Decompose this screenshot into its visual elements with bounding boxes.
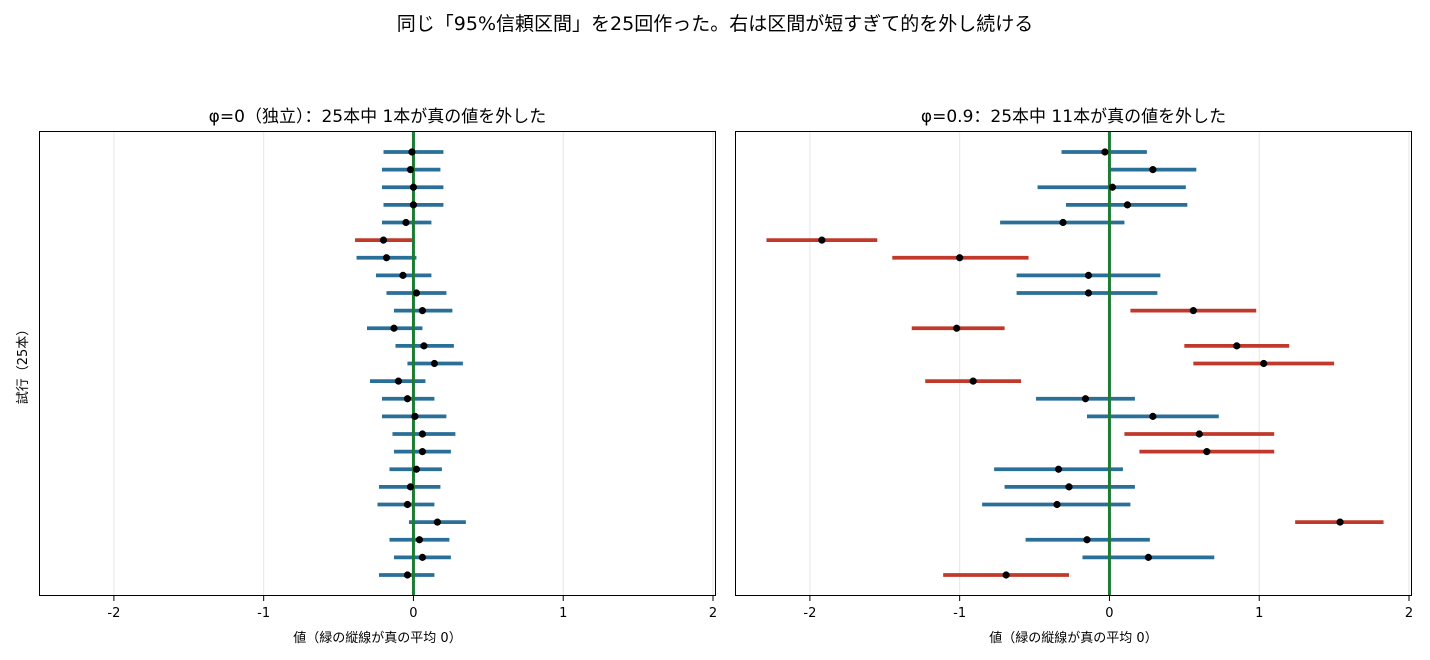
x-tick-label: 2 xyxy=(1405,606,1413,621)
point-estimate xyxy=(390,324,398,332)
point-estimate xyxy=(1108,183,1117,191)
point-estimate xyxy=(412,465,421,473)
point-estimate xyxy=(1260,359,1268,368)
point-estimate xyxy=(418,448,427,456)
point-estimate xyxy=(382,254,391,262)
point-estimate xyxy=(1084,271,1093,279)
point-estimate xyxy=(1203,448,1211,456)
panel-title: φ=0（独立）：25本中 1本が真の値を外した xyxy=(209,107,547,127)
x-tick-label: -2 xyxy=(803,606,816,621)
right-panel: -2 -1 0 1 2 φ=0.9：25本中 11本が真の値を外した値（緑の縦線が真の平均… xyxy=(735,107,1413,646)
point-estimate xyxy=(1059,218,1067,227)
point-estimate xyxy=(418,553,427,561)
x-axis-label: 値（緑の縦線が真の平均 0） xyxy=(293,630,461,646)
point-estimate xyxy=(969,377,977,385)
x-tick-label: -2 xyxy=(107,606,120,621)
point-estimate xyxy=(430,359,439,368)
x-axis-label: 値（緑の縦線が真の平均 0） xyxy=(989,630,1157,646)
point-estimate xyxy=(403,395,412,403)
point-estimate xyxy=(1083,536,1091,544)
point-estimate xyxy=(1336,518,1344,526)
x-tick-label: -1 xyxy=(257,606,270,621)
point-estimate xyxy=(1233,342,1241,350)
point-estimate xyxy=(412,289,421,297)
point-estimate xyxy=(818,236,826,244)
x-tick-label: 0 xyxy=(1105,606,1113,621)
point-estimate xyxy=(379,236,388,244)
point-estimate xyxy=(403,500,412,509)
panel-title: φ=0.9：25本中 11本が真の値を外した xyxy=(921,107,1226,127)
point-estimate xyxy=(953,324,961,332)
point-estimate xyxy=(415,536,424,544)
point-estimate xyxy=(1189,307,1197,315)
point-estimate xyxy=(1081,395,1090,403)
point-estimate xyxy=(1084,289,1093,297)
point-estimate xyxy=(956,254,964,262)
point-estimate xyxy=(411,412,419,420)
figure-title: 同じ「95%信頼区間」を25回作った。右は区間が短すぎて的を外し続ける xyxy=(396,13,1034,35)
point-estimate xyxy=(408,148,416,156)
point-estimate xyxy=(1054,465,1063,473)
x-tick-label: 1 xyxy=(1255,606,1263,621)
point-estimate xyxy=(1053,500,1061,509)
point-estimate xyxy=(1195,430,1203,438)
plot-frame xyxy=(735,131,1412,596)
x-tick-label: 0 xyxy=(409,606,417,621)
point-estimate xyxy=(1149,412,1157,420)
point-estimate xyxy=(420,342,428,350)
point-estimate xyxy=(1149,166,1157,174)
point-estimate xyxy=(433,518,442,526)
point-estimate xyxy=(1144,553,1152,561)
point-estimate xyxy=(418,430,427,438)
left-panel: -2 -1 0 1 2 φ=0（独立）：25本中 1本が真の値を外した値（緑の縦線が真の平… xyxy=(15,107,717,646)
point-estimate xyxy=(1123,201,1132,209)
point-estimate xyxy=(1002,571,1010,579)
point-estimate xyxy=(406,483,415,491)
x-tick-label: -1 xyxy=(953,606,966,621)
point-estimate xyxy=(403,571,412,579)
point-estimate xyxy=(399,271,407,279)
point-estimate xyxy=(1101,148,1109,156)
x-tick-label: 2 xyxy=(709,606,717,621)
point-estimate xyxy=(394,377,403,385)
point-estimate xyxy=(1065,483,1073,491)
x-tick-label: 1 xyxy=(559,606,567,621)
point-estimate xyxy=(418,307,427,315)
point-estimate xyxy=(406,166,415,174)
plot-frame xyxy=(39,131,716,596)
point-estimate xyxy=(402,218,410,227)
point-estimate xyxy=(409,183,418,191)
y-axis-label: 試行（25本） xyxy=(15,323,31,405)
point-estimate xyxy=(409,201,418,209)
